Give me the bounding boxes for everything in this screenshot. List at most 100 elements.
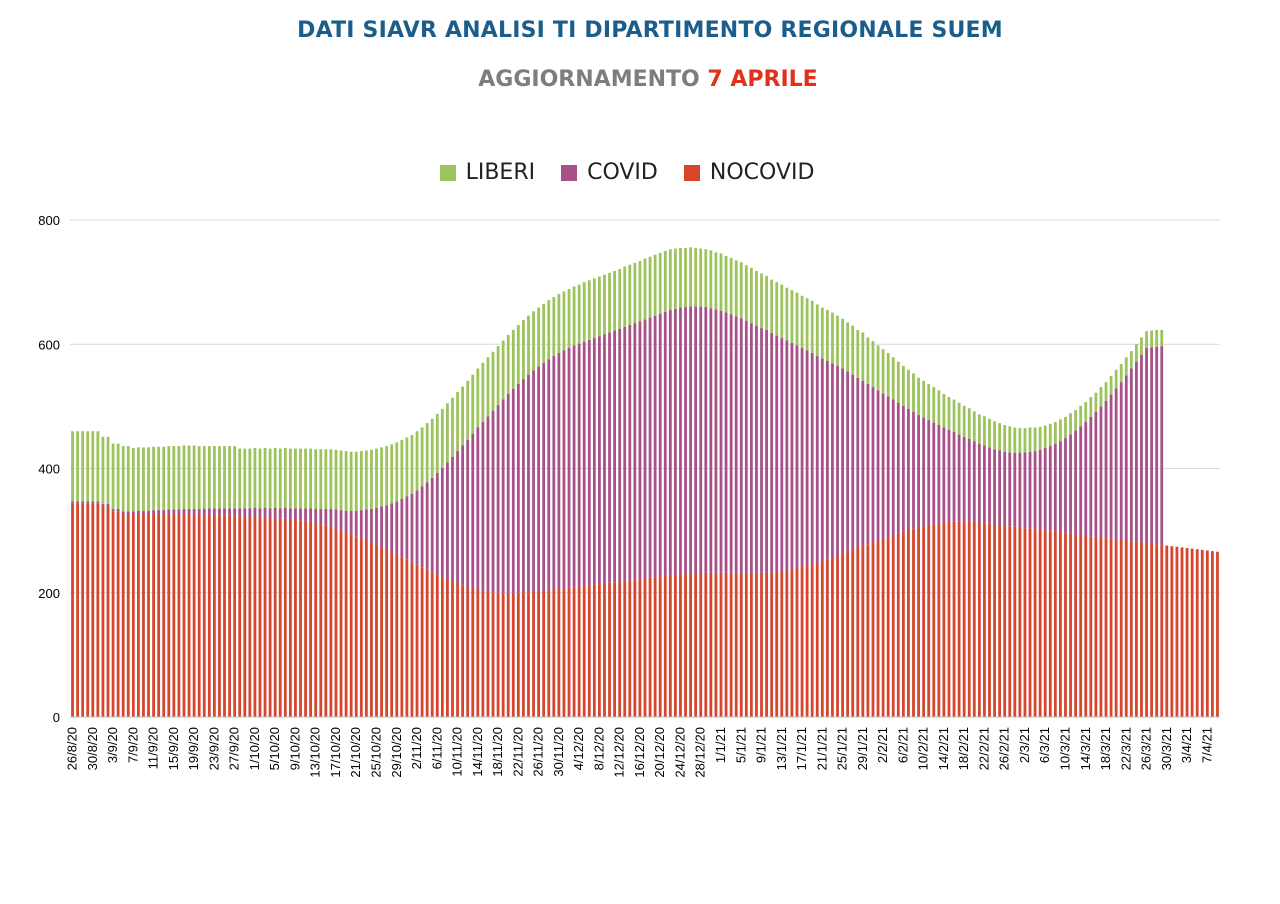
bar-covid (770, 333, 774, 573)
bar-nocovid (1064, 533, 1067, 717)
bar-covid (760, 328, 763, 573)
x-tick-label: 30/11/20 (551, 727, 566, 777)
bar-covid (1109, 394, 1113, 539)
bar-nocovid (674, 574, 677, 717)
bar-covid (466, 439, 470, 587)
bar-liberi (324, 449, 328, 509)
x-tick-label: 19/9/20 (186, 727, 201, 770)
bar-liberi (922, 380, 926, 418)
bar-covid (76, 501, 79, 504)
bar-covid (288, 508, 292, 520)
bar-liberi (1003, 425, 1007, 452)
bar-covid (1114, 388, 1118, 540)
bar-nocovid (663, 575, 667, 717)
bar-covid (1043, 448, 1047, 531)
bar-liberi (663, 251, 667, 312)
bar-nocovid (836, 555, 839, 717)
bar-liberi (364, 450, 368, 510)
x-tick-label: 29/1/21 (855, 727, 870, 770)
bar-liberi (942, 393, 946, 428)
x-tick-label: 22/11/20 (510, 727, 525, 777)
bar-liberi (744, 265, 748, 321)
bar-nocovid (177, 514, 181, 717)
bar-liberi (375, 448, 378, 508)
bar-covid (851, 374, 855, 550)
x-tick-label: 1/1/21 (713, 727, 728, 763)
bar-covid (856, 377, 860, 549)
bar-covid (962, 436, 966, 522)
bar-covid (283, 507, 287, 519)
bar-nocovid (724, 572, 728, 717)
bar-nocovid (481, 590, 485, 717)
bar-liberi (714, 252, 718, 310)
y-tick-label: 200 (38, 586, 60, 601)
bar-covid (1069, 434, 1072, 534)
bar-liberi (1064, 416, 1067, 439)
bar-covid (866, 384, 870, 545)
bar-liberi (1048, 423, 1052, 447)
bar-nocovid (106, 506, 110, 717)
bar-liberi (106, 436, 110, 504)
bar-liberi (228, 446, 231, 509)
bar-liberi (658, 252, 662, 314)
bar-nocovid (937, 523, 941, 717)
bar-nocovid (1048, 531, 1052, 717)
bar-nocovid (967, 521, 971, 717)
legend-swatch-nocovid (683, 164, 700, 181)
bar-covid (177, 509, 181, 515)
x-tick-label: 18/2/21 (956, 727, 971, 770)
bar-covid (207, 508, 211, 516)
bar-liberi (395, 442, 399, 502)
bar-liberi (983, 416, 986, 446)
bar-covid (202, 508, 206, 516)
legend-swatch-liberi (439, 164, 456, 181)
bar-nocovid (729, 572, 733, 717)
bar-liberi (962, 405, 966, 437)
bar-covid (1129, 368, 1133, 542)
bar-liberi (917, 377, 920, 416)
bar-covid (1033, 451, 1037, 530)
bar-nocovid (983, 523, 986, 717)
bar-liberi (425, 423, 429, 483)
bar-liberi (1140, 337, 1143, 355)
bar-covid (121, 511, 125, 515)
bar-covid (1013, 452, 1017, 527)
bar-nocovid (299, 520, 302, 717)
bar-liberi (749, 267, 753, 324)
chart-title: DATI SIAVR ANALISI TI DIPARTIMENTO REGIO… (297, 18, 1003, 43)
bar-covid (714, 309, 718, 573)
bar-liberi (856, 329, 860, 378)
bar-liberi (1114, 369, 1118, 389)
x-tick-label: 10/3/21 (1057, 727, 1072, 770)
bar-covid (749, 323, 753, 573)
bar-nocovid (1059, 532, 1062, 717)
bar-covid (314, 508, 318, 524)
bar-nocovid (263, 517, 267, 717)
bar-nocovid (1200, 549, 1204, 717)
bar-liberi (795, 292, 799, 346)
bar-nocovid (1033, 529, 1037, 717)
bar-covid (755, 325, 758, 573)
bar-liberi (1028, 427, 1032, 452)
bar-liberi (294, 448, 297, 509)
bar-nocovid (304, 521, 307, 717)
bar-covid (972, 441, 976, 522)
bar-covid (658, 313, 662, 577)
bar-nocovid (96, 503, 100, 717)
bar-covid (663, 311, 667, 576)
bar-nocovid (121, 514, 125, 717)
bar-liberi (172, 446, 176, 510)
bar-nocovid (137, 514, 140, 717)
bar-covid (785, 340, 789, 571)
bar-liberi (998, 423, 1002, 451)
bar-nocovid (162, 514, 166, 717)
bar-nocovid (653, 577, 657, 717)
bar-liberi (481, 362, 485, 422)
bar-nocovid (1079, 534, 1083, 717)
bar-liberi (471, 374, 475, 434)
bar-liberi (800, 295, 804, 348)
bar-nocovid (1160, 544, 1164, 717)
bar-covid (674, 308, 677, 575)
bar-nocovid (547, 590, 551, 717)
bar-liberi (400, 439, 404, 499)
